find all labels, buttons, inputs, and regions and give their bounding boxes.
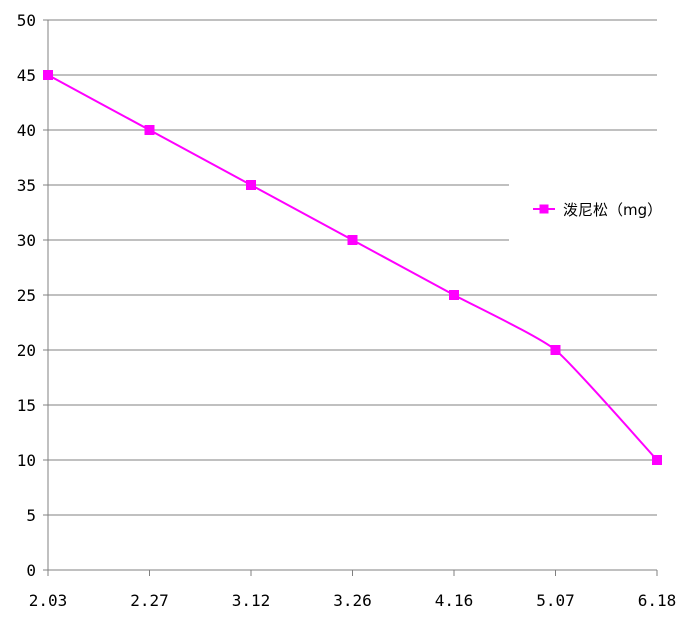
data-point-marker: [246, 180, 256, 190]
data-point-marker: [144, 125, 155, 135]
axes: [43, 19, 658, 576]
x-tick-label: 5.07: [536, 591, 575, 610]
gridlines: [48, 19, 657, 516]
legend: 泼尼松（mg）: [533, 201, 662, 219]
data-point-marker: [652, 455, 662, 465]
y-tick-label: 5: [26, 506, 36, 525]
y-tick-label: 30: [17, 231, 36, 250]
y-tick-label: 50: [17, 11, 36, 30]
y-tick-label: 35: [17, 176, 36, 195]
y-tick-label: 10: [17, 451, 36, 470]
legend-label: 泼尼松（mg）: [563, 201, 662, 219]
legend-square-marker: [539, 204, 549, 214]
series-layer: [43, 70, 662, 465]
y-tick-label: 20: [17, 341, 36, 360]
data-point-marker: [449, 290, 459, 300]
y-tick-label: 0: [26, 561, 36, 580]
x-tick-label: 2.27: [130, 591, 169, 610]
x-tick-label: 4.16: [435, 591, 474, 610]
y-tick-label: 45: [17, 66, 36, 85]
x-tick-label: 3.12: [232, 591, 271, 610]
x-tick-label: 2.03: [29, 591, 68, 610]
x-axis-tick-labels: 2.03 2.27 3.12 3.26 4.16 5.07 6.18: [29, 591, 677, 610]
y-axis-tick-labels: 0 5 10 15 20 25 30 35 40 45 50: [17, 11, 36, 580]
x-tick-label: 6.18: [638, 591, 677, 610]
data-point-marker: [43, 70, 53, 80]
y-tick-label: 25: [17, 286, 36, 305]
data-point-marker: [550, 345, 561, 355]
data-point-marker: [347, 235, 358, 245]
y-tick-label: 40: [17, 121, 36, 140]
y-tick-label: 15: [17, 396, 36, 415]
x-tick-label: 3.26: [333, 591, 372, 610]
